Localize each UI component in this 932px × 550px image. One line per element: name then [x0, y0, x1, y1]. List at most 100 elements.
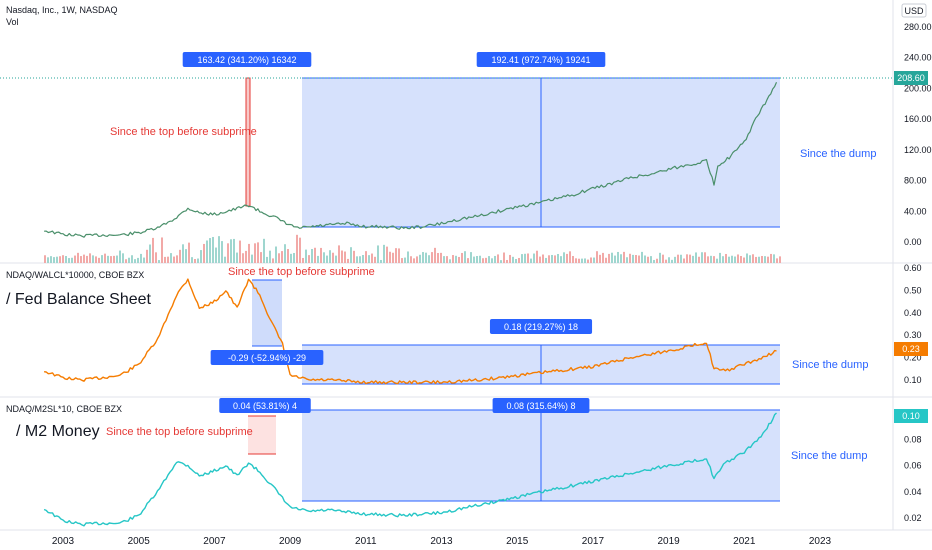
fed-note-right: Since the dump	[792, 359, 868, 371]
volume-bar	[161, 237, 163, 263]
volume-bar	[422, 252, 424, 263]
volume-bar	[419, 254, 421, 263]
volume-label: Vol	[6, 17, 19, 27]
volume-bar	[734, 256, 736, 263]
volume-bar	[614, 255, 616, 263]
volume-bar	[179, 249, 181, 263]
volume-bar	[188, 242, 190, 263]
volume-bar	[65, 256, 67, 263]
volume-bar	[443, 256, 445, 263]
volume-bar	[119, 250, 121, 263]
y-tick-label: 0.40	[904, 308, 922, 318]
volume-bar	[776, 258, 778, 263]
volume-bar	[551, 254, 553, 263]
volume-bar	[272, 258, 274, 263]
volume-bar	[143, 257, 145, 263]
volume-bar	[497, 254, 499, 263]
volume-bar	[437, 252, 439, 263]
x-tick-label: 2009	[279, 536, 302, 547]
volume-bar	[398, 248, 400, 263]
x-tick-label: 2003	[52, 536, 75, 547]
x-tick-label: 2019	[657, 536, 680, 547]
fed-measure-left[interactable]	[210, 350, 324, 365]
volume-bar	[680, 254, 682, 263]
volume-bar	[557, 253, 559, 263]
volume-bar	[392, 252, 394, 263]
price-measure-left[interactable]	[182, 52, 312, 67]
volume-bar	[293, 252, 295, 263]
volume-bar	[101, 255, 103, 263]
m2-pane-title: / M2 Money	[16, 423, 100, 440]
y-tick-label: 280.00	[904, 22, 932, 32]
volume-bar	[260, 252, 262, 263]
currency-badge[interactable]	[901, 3, 927, 18]
volume-bar	[653, 259, 655, 263]
volume-bar	[383, 244, 385, 263]
volume-bar	[575, 258, 577, 263]
volume-bar	[581, 258, 583, 263]
volume-bar	[758, 256, 760, 263]
volume-bar	[194, 258, 196, 263]
y-tick-label: 0.50	[904, 285, 922, 295]
volume-bar	[227, 243, 229, 263]
volume-bar	[425, 252, 427, 263]
volume-bar	[536, 250, 538, 263]
volume-bar	[380, 259, 382, 263]
volume-bar	[50, 256, 52, 263]
volume-bar	[248, 243, 250, 263]
volume-bar	[473, 256, 475, 263]
volume-bar	[719, 252, 721, 263]
volume-bar	[224, 256, 226, 263]
price-measure-right[interactable]	[476, 52, 606, 67]
m2-pane-label: NDAQ/M2SL*10, CBOE BZX	[6, 404, 122, 414]
volume-bar	[200, 250, 202, 263]
m2-note-right: Since the dump	[791, 450, 867, 462]
volume-bar	[479, 255, 481, 263]
volume-bar	[302, 257, 304, 263]
volume-bar	[491, 258, 493, 263]
currency-label: USD	[904, 6, 924, 16]
volume-bar	[56, 256, 58, 263]
volume-bar	[278, 253, 280, 263]
volume-bar	[464, 251, 466, 263]
volume-bar	[110, 256, 112, 263]
fed-ratio-series[interactable]	[44, 278, 777, 385]
x-tick-label: 2015	[506, 536, 529, 547]
volume-bar	[62, 255, 64, 263]
m2-measure-right[interactable]	[492, 398, 590, 413]
volume-bar	[125, 259, 127, 263]
volume-bar	[452, 255, 454, 263]
volume-bar	[512, 256, 514, 263]
volume-bar	[740, 255, 742, 263]
price-series[interactable]	[44, 82, 778, 238]
volume-bar	[485, 257, 487, 263]
volume-bar	[428, 255, 430, 263]
m2-range-left[interactable]	[248, 416, 276, 454]
volume-bar	[599, 254, 601, 263]
volume-bar	[527, 253, 529, 263]
m2-measure-left[interactable]	[219, 398, 311, 413]
volume-bar	[656, 258, 658, 263]
x-tick-label: 2021	[733, 536, 756, 547]
y-tick-label: 0.20	[904, 353, 922, 363]
y-tick-label: 0.02	[904, 513, 922, 523]
y-tick-label: 0.04	[904, 487, 922, 497]
volume-bar	[173, 256, 175, 263]
volume-bar	[731, 255, 733, 263]
volume-bar	[263, 238, 265, 263]
volume-bar	[338, 245, 340, 263]
volume-bar	[701, 252, 703, 263]
price-range-left[interactable]	[245, 77, 251, 207]
volume-bar	[152, 237, 154, 263]
m2-ratio-series[interactable]	[43, 412, 777, 527]
y-tick-label: 0.10	[904, 375, 922, 385]
volume-bar	[203, 243, 205, 263]
volume-bar	[323, 252, 325, 263]
volume-bar	[686, 254, 688, 263]
fed-pane-label: NDAQ/WALCL*10000, CBOE BZX	[6, 270, 144, 280]
volume-bar	[275, 246, 277, 263]
volume-bar	[641, 251, 643, 263]
price-current-badge	[894, 71, 928, 85]
fed-measure-right[interactable]	[489, 319, 593, 334]
